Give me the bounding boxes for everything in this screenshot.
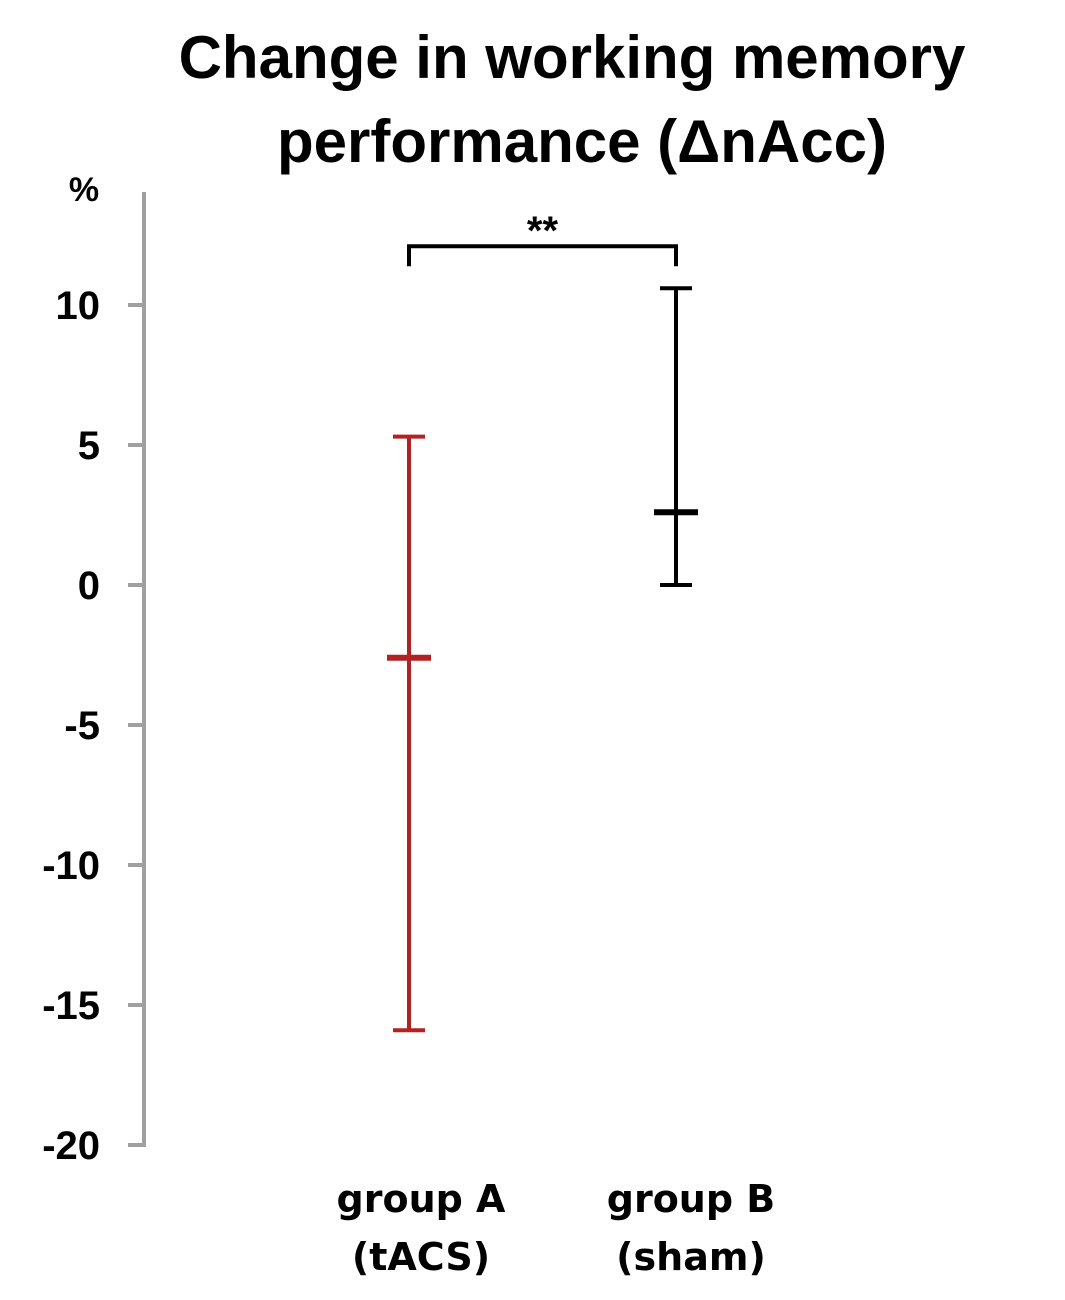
category-label: (sham)	[616, 1235, 766, 1279]
significance-bracket-group: **	[407, 209, 678, 267]
error-bar-group	[654, 286, 698, 587]
category-label: (tACS)	[352, 1235, 490, 1279]
y-tick-label: 5	[78, 424, 100, 468]
error-bar-group	[387, 434, 431, 1033]
category-label: group B	[607, 1177, 776, 1221]
chart-title-line-2: performance (ΔnAcc)	[277, 108, 887, 175]
significance-label: **	[527, 209, 559, 253]
error-bar-groups	[387, 286, 698, 1033]
y-axis-ticks: 10 5 0 -5 -10 -15 -20	[42, 284, 144, 1168]
y-axis-unit-label: %	[69, 171, 99, 209]
y-tick-label: -15	[42, 984, 100, 1028]
y-tick-label: -5	[64, 704, 100, 748]
significance-bracket	[407, 244, 678, 267]
chart-title-line-1: Change in working memory	[179, 24, 966, 91]
y-tick-label: -10	[42, 844, 100, 888]
y-tick-label: 0	[78, 564, 100, 608]
chart-title: Change in working memory performance (Δn…	[179, 24, 966, 175]
y-tick-label: -20	[42, 1124, 100, 1168]
category-labels: group A (tACS) group B (sham)	[337, 1177, 776, 1279]
category-label: group A	[337, 1177, 507, 1221]
y-tick-label: 10	[56, 284, 101, 328]
